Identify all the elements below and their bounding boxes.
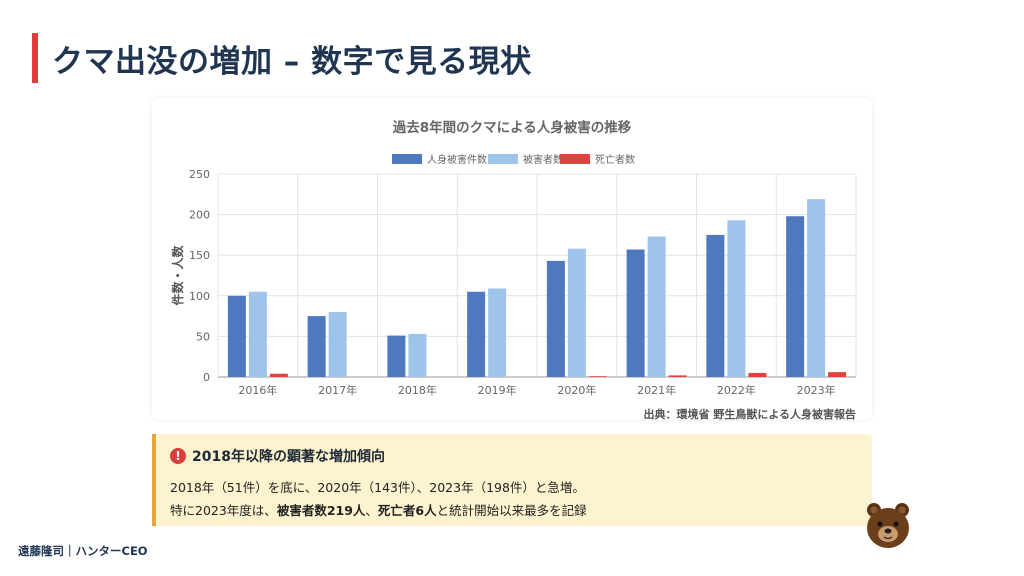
legend-swatch-0 xyxy=(392,154,422,164)
x-tick-label: 2022年 xyxy=(717,383,756,397)
x-tick-label: 2019年 xyxy=(478,383,517,397)
callout-deaths-count: 死亡者6人 xyxy=(377,503,437,518)
legend-label-2: 死亡者数 xyxy=(595,153,635,166)
callout-line2-suffix: と統計開始以来最多を記録 xyxy=(436,503,587,518)
callout-text-line1: 2018年（51件）を底に、2020年（143件）、2023年（198件）と急増… xyxy=(170,480,585,495)
bar-1-7 xyxy=(807,199,826,377)
legend-swatch-1 xyxy=(488,154,518,164)
y-tick-label: 0 xyxy=(203,371,210,384)
bar-1-2 xyxy=(408,333,427,377)
bar-1-1 xyxy=(328,312,347,377)
legend-label-1: 被害者数 xyxy=(523,153,563,166)
bar-1-5 xyxy=(647,236,666,377)
callout-header: ! 2018年以降の顕著な増加傾向 xyxy=(170,446,385,466)
alert-circle-icon: ! xyxy=(170,448,186,464)
bar-0-5 xyxy=(626,249,645,377)
bar-2-0 xyxy=(269,373,288,377)
y-tick-label: 100 xyxy=(189,290,210,303)
callout-line2-separator: 、 xyxy=(365,503,378,518)
bar-2-6 xyxy=(748,372,767,377)
x-tick-label: 2018年 xyxy=(398,383,437,397)
chart-title: 過去8年間のクマによる人身被害の推移 xyxy=(392,119,632,136)
bar-2-5 xyxy=(668,375,687,377)
bar-0-4 xyxy=(546,260,565,377)
highlight-callout: ! 2018年以降の顕著な増加傾向 2018年（51件）を底に、2020年（14… xyxy=(152,434,872,526)
callout-title: 2018年以降の顕著な増加傾向 xyxy=(192,449,385,465)
bear-mascot-icon xyxy=(867,503,909,548)
bar-0-0 xyxy=(227,295,246,377)
bar-1-0 xyxy=(248,291,267,377)
x-tick-label: 2020年 xyxy=(557,383,596,397)
x-tick-label: 2021年 xyxy=(637,383,676,397)
bar-1-6 xyxy=(727,220,746,377)
y-tick-label: 50 xyxy=(196,330,210,343)
y-axis-label: 件数・人数 xyxy=(170,245,185,306)
page-title: クマ出没の増加 – 数字で見る現状 xyxy=(52,44,532,80)
y-tick-label: 200 xyxy=(189,209,210,222)
title-accent-bar xyxy=(32,33,38,83)
bar-1-4 xyxy=(567,248,586,377)
bar-1-3 xyxy=(488,288,507,377)
y-tick-label: 250 xyxy=(189,168,210,181)
x-tick-label: 2017年 xyxy=(318,383,357,397)
callout-text-line2: 特に2023年度は、被害者数219人、死亡者6人と統計開始以来最多を記録 xyxy=(170,500,587,519)
bar-0-3 xyxy=(467,291,486,377)
callout-line2-prefix: 特に2023年度は、 xyxy=(170,503,277,518)
bar-0-1 xyxy=(307,316,326,377)
legend-label-0: 人身被害件数 xyxy=(427,153,487,166)
callout-victims-count: 被害者数219人 xyxy=(276,503,366,518)
chart-source: 出典：環境省 野生鳥獣による人身被害報告 xyxy=(643,408,857,421)
bar-2-4 xyxy=(588,376,607,377)
bar-0-6 xyxy=(706,234,725,377)
bar-0-2 xyxy=(387,335,406,377)
x-tick-label: 2023年 xyxy=(797,383,836,397)
bar-0-7 xyxy=(786,216,805,377)
chart-card: 過去8年間のクマによる人身被害の推移人身被害件数 被害者数 死亡者数 0 50 100 15… xyxy=(152,98,872,421)
y-tick-label: 150 xyxy=(189,249,210,262)
x-tick-label: 2016年 xyxy=(238,383,277,397)
legend-swatch-2 xyxy=(560,154,590,164)
bar-2-7 xyxy=(828,372,847,377)
footer-author: 遠藤隆司｜ハンターCEO xyxy=(18,544,148,558)
